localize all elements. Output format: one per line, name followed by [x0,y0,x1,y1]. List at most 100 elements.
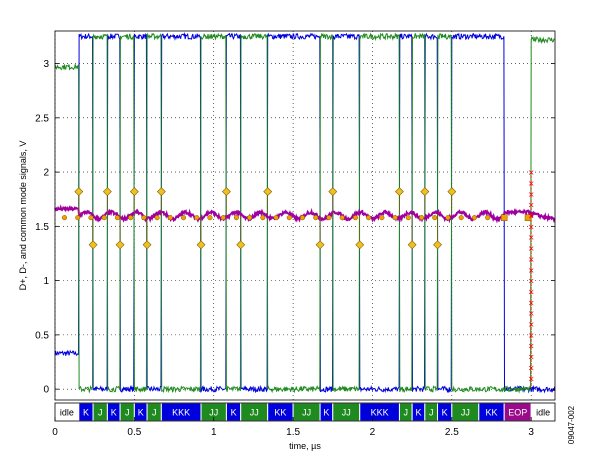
eop-mark: × [528,298,535,307]
eop-mark: × [528,233,535,242]
sample-dot [128,215,134,221]
y-tick-label: 1.5 [35,222,49,233]
state-label: idle [60,408,74,418]
state-label: K [231,408,237,418]
plot-frame [54,30,556,401]
sample-dot [286,215,292,221]
sample-dot [101,215,107,221]
eop-mark: × [528,287,535,296]
sample-dot [141,215,147,221]
state-label: K [138,408,144,418]
sample-dot [379,215,385,221]
transition-diamond [222,187,231,197]
eop-mark: × [528,363,535,372]
y-tick-label: 3 [43,59,49,70]
transition-diamond [74,187,84,197]
x-tick-label: 0 [52,427,58,438]
eop-mark: × [528,277,535,286]
sample-dot [154,215,160,221]
eop-mark: × [528,179,535,188]
transition-diamond [102,187,112,197]
transition-diamond [447,187,457,197]
eop-mark: × [528,222,535,231]
state-label: K [323,408,329,418]
state-label: JJ [461,408,470,418]
transition-diamond [142,240,152,250]
sample-dot [233,215,239,221]
signal-traces [54,31,556,394]
eop-mark: × [528,212,535,221]
sample-dot [471,215,477,221]
eop-mark: × [528,374,535,383]
sample-dot [485,215,491,221]
y-tick-label: 0.5 [35,330,49,341]
y-tick-label: 0 [43,385,49,396]
eop-mark: × [528,331,535,340]
sample-dot [299,215,306,221]
state-label: J [404,408,409,418]
sample-dot [61,215,68,221]
sample-dot [326,215,332,221]
transition-diamond [315,240,325,250]
transition-diamond [129,187,139,197]
state-label: K [83,408,89,418]
state-label: J [125,408,130,418]
eop-mark: × [528,320,535,329]
transition-diamond [433,240,442,250]
eop-mark: × [528,201,535,210]
x-tick-label: 2.5 [445,427,459,438]
transition-diamond [115,240,125,250]
state-label: J [152,408,157,418]
state-label: KKK [371,408,389,418]
common-mode-trace [54,204,556,224]
sample-dot [432,215,438,221]
state-label: KKK [172,408,190,418]
sample-dot [194,215,200,221]
transition-diamond [420,187,430,197]
sample-dot [273,215,279,221]
transition-diamond [395,187,404,197]
state-label: J [429,408,434,418]
sample-dot [88,215,94,221]
x-tick-label: 3 [528,427,534,438]
sample-dot [418,215,425,221]
x-tick-label: 1.5 [286,427,300,438]
y-axis-label: D+, D-, and common mode signals, V [18,141,28,291]
state-bar-frame [54,402,556,422]
transition-diamond [156,187,166,197]
axes: 0 0.5 1 1.5 2 2.5 3 0 0.5 1 1.5 2 2.5 3 [35,30,556,438]
state-label: J [98,408,103,418]
state-label: K [415,408,421,418]
state-bar: idle K J K J K J KKK JJ K JJ KK JJ K JJ KKK J K J K JJ KK EOP i… [54,402,556,422]
transition-markers: ×××××××××××××××××××× [61,168,535,390]
eop-mark: × [528,266,535,275]
sample-dot [458,215,464,221]
state-label: JJ [342,408,351,418]
sample-dot [220,215,226,221]
state-label: JJ [209,408,218,418]
sample-dot [207,215,213,221]
eop-mark: × [528,255,535,264]
transition-diamond [196,240,206,250]
eop-mark: × [528,353,535,362]
state-label: idle [536,408,550,418]
transition-diamond [328,187,338,197]
eop-mark: × [528,342,535,351]
state-label: K [111,408,117,418]
x-tick-label: 2 [370,427,376,438]
sample-dot [366,215,372,221]
sample-dot [167,215,173,221]
state-label: JJ [302,408,311,418]
dminus-trace [54,31,556,394]
sample-dot [260,215,266,221]
sample-dot [114,215,120,221]
transition-diamond [263,187,273,197]
sample-dot [313,215,319,221]
figure-id: 09047-002 [567,405,576,444]
eop-mark: × [528,244,535,253]
x-tick-label: 1 [211,427,217,438]
transition-diamond [88,240,98,250]
y-tick-label: 2.5 [35,113,49,124]
sample-dot [352,215,358,221]
